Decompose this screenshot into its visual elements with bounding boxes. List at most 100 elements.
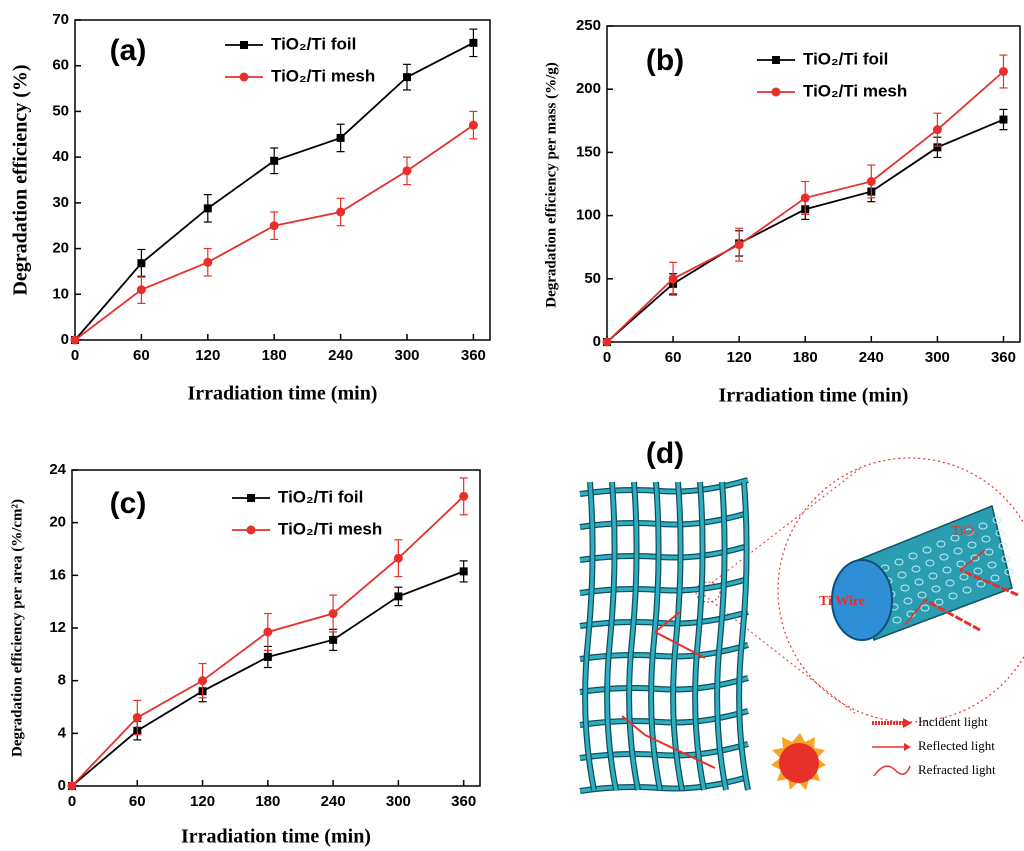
y-tick-label: 40 bbox=[52, 148, 69, 165]
legend-refracted bbox=[873, 765, 911, 777]
marker bbox=[328, 609, 338, 619]
marker bbox=[198, 676, 208, 686]
y-tick-label: 12 bbox=[49, 619, 66, 636]
nanotube bbox=[953, 547, 963, 555]
legend-label: TiO₂/Ti foil bbox=[278, 487, 363, 506]
legend-label: TiO₂/Ti mesh bbox=[271, 66, 375, 85]
x-axis-title: Irradiation time (min) bbox=[188, 383, 378, 405]
marker bbox=[393, 553, 403, 563]
nanotube bbox=[911, 565, 921, 573]
plot-frame bbox=[71, 469, 481, 787]
incident-arrow bbox=[924, 598, 981, 632]
marker bbox=[270, 156, 279, 165]
nanotube bbox=[903, 597, 913, 605]
nanotube bbox=[936, 540, 946, 548]
marker bbox=[336, 207, 346, 217]
nanotube bbox=[928, 572, 938, 580]
nanotube bbox=[987, 561, 997, 569]
marker bbox=[459, 491, 469, 501]
y-tick-label: 100 bbox=[576, 207, 601, 224]
y-axis-title: Degradation efficiency per mass (%/g) bbox=[543, 62, 559, 308]
panel-label: (c) bbox=[110, 487, 147, 520]
zoom-circle bbox=[777, 457, 1024, 723]
y-tick-label: 4 bbox=[58, 724, 67, 741]
marker bbox=[469, 38, 478, 47]
nanotube bbox=[945, 579, 955, 587]
marker bbox=[866, 176, 876, 186]
panel-label: (b) bbox=[646, 44, 684, 77]
light-ray bbox=[644, 734, 716, 769]
nanotube bbox=[1004, 568, 1014, 576]
nanotube bbox=[897, 571, 907, 579]
nanotube bbox=[956, 560, 966, 568]
marker bbox=[998, 67, 1008, 77]
nanotube bbox=[892, 616, 902, 624]
marker bbox=[336, 133, 345, 142]
y-tick-label: 30 bbox=[52, 194, 69, 211]
nanotube bbox=[990, 574, 1000, 582]
legend-marker bbox=[772, 56, 780, 64]
x-tick-label: 60 bbox=[129, 793, 146, 810]
mesh-wire bbox=[715, 481, 728, 791]
reflected-arrow bbox=[904, 599, 926, 626]
nanotube bbox=[981, 535, 991, 543]
nanotube bbox=[934, 598, 944, 606]
diagram-legend: Reflected light bbox=[918, 738, 995, 753]
nanotube bbox=[967, 541, 977, 549]
x-tick-label: 120 bbox=[195, 347, 220, 364]
marker bbox=[394, 592, 403, 601]
nanotube bbox=[900, 584, 910, 592]
mesh-wire bbox=[605, 481, 618, 791]
marker bbox=[67, 781, 77, 791]
y-tick-label: 16 bbox=[49, 566, 66, 583]
x-tick-label: 360 bbox=[461, 347, 486, 364]
marker bbox=[800, 193, 810, 203]
nanotube bbox=[998, 542, 1008, 550]
y-tick-label: 150 bbox=[576, 143, 601, 160]
nanotube bbox=[931, 585, 941, 593]
legend-marker bbox=[239, 72, 249, 82]
x-tick-label: 60 bbox=[665, 349, 682, 366]
nanotube bbox=[973, 567, 983, 575]
marker bbox=[459, 567, 468, 576]
nanotubes bbox=[880, 516, 1014, 624]
y-tick-label: 50 bbox=[584, 270, 601, 287]
legend-marker bbox=[246, 525, 256, 535]
light-ray bbox=[654, 631, 706, 659]
mesh-wire bbox=[737, 481, 750, 791]
x-tick-label: 180 bbox=[262, 347, 287, 364]
y-axis-title: Degradation efficiency (%) bbox=[10, 64, 32, 295]
nanotube bbox=[894, 558, 904, 566]
wire-end bbox=[831, 559, 893, 641]
mesh-wire bbox=[583, 481, 596, 791]
x-tick-label: 240 bbox=[859, 349, 884, 366]
nanotube bbox=[948, 592, 958, 600]
y-tick-label: 0 bbox=[593, 333, 601, 350]
y-tick-label: 24 bbox=[49, 461, 66, 478]
y-tick-label: 20 bbox=[52, 240, 69, 257]
marker bbox=[734, 240, 744, 250]
x-tick-label: 360 bbox=[451, 793, 476, 810]
y-tick-label: 200 bbox=[576, 80, 601, 97]
plot-frame bbox=[606, 25, 1021, 343]
legend-label: TiO₂/Ti foil bbox=[271, 34, 356, 53]
x-tick-label: 180 bbox=[255, 793, 280, 810]
nanotube bbox=[908, 552, 918, 560]
x-tick-label: 0 bbox=[71, 347, 79, 364]
nanotube bbox=[992, 516, 1002, 524]
nanotube bbox=[942, 566, 952, 574]
x-axis-title: Irradiation time (min) bbox=[719, 385, 909, 407]
x-tick-label: 240 bbox=[328, 347, 353, 364]
wire-label: Ti Wire bbox=[819, 594, 865, 609]
zoom-line bbox=[699, 466, 863, 593]
mesh-wire bbox=[627, 481, 640, 791]
marker bbox=[933, 143, 942, 152]
y-tick-label: 70 bbox=[52, 11, 69, 28]
nanotube bbox=[995, 529, 1005, 537]
marker bbox=[136, 285, 146, 295]
x-tick-label: 120 bbox=[727, 349, 752, 366]
x-tick-label: 240 bbox=[321, 793, 346, 810]
zoom-spot bbox=[695, 581, 721, 603]
legend-arrowhead bbox=[903, 718, 912, 728]
